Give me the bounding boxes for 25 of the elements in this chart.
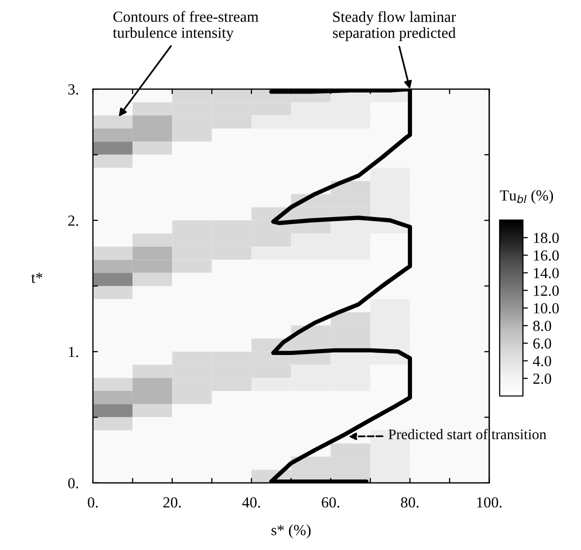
- x-tick-label: 20.: [163, 497, 181, 508]
- x-tick-label: 100.: [477, 497, 502, 508]
- color-bar-label: 12.0: [534, 286, 559, 296]
- y-tick-label: 0.: [68, 478, 78, 488]
- annotation: Predicted start of transition: [388, 428, 546, 440]
- color-bar-label: 6.0: [533, 338, 552, 349]
- x-axis-title: s* (%): [272, 524, 311, 538]
- y-tick-label: 3.: [68, 84, 78, 95]
- x-tick-label: 60.: [322, 497, 340, 508]
- color-bar-label: 2.0: [533, 374, 552, 384]
- x-tick-label: 40.: [242, 497, 260, 508]
- color-bar-title: Tu$_{bl}$ (%): [500, 190, 554, 204]
- text: Contours of free-stream turbulence intensity: [112, 11, 258, 42]
- y-tick-label: 1.: [68, 346, 78, 358]
- color-bar-label: 4.0: [532, 356, 552, 366]
- x-tick-label: 80.: [400, 497, 418, 508]
- color-bar-label: 18.0: [534, 232, 559, 244]
- color-bar-label: 14.0: [534, 268, 559, 278]
- color-bar-label: 8.0: [533, 320, 552, 332]
- annotation: Steady flow laminar separation predicted: [333, 11, 456, 42]
- x-tick-label: 0.: [88, 497, 98, 508]
- y-tick-label: 2.: [68, 216, 78, 226]
- color-bar-label: 16.0: [534, 250, 559, 261]
- y-axis-title: t*: [31, 272, 42, 283]
- color-bar-label: 10.0: [534, 303, 559, 314]
